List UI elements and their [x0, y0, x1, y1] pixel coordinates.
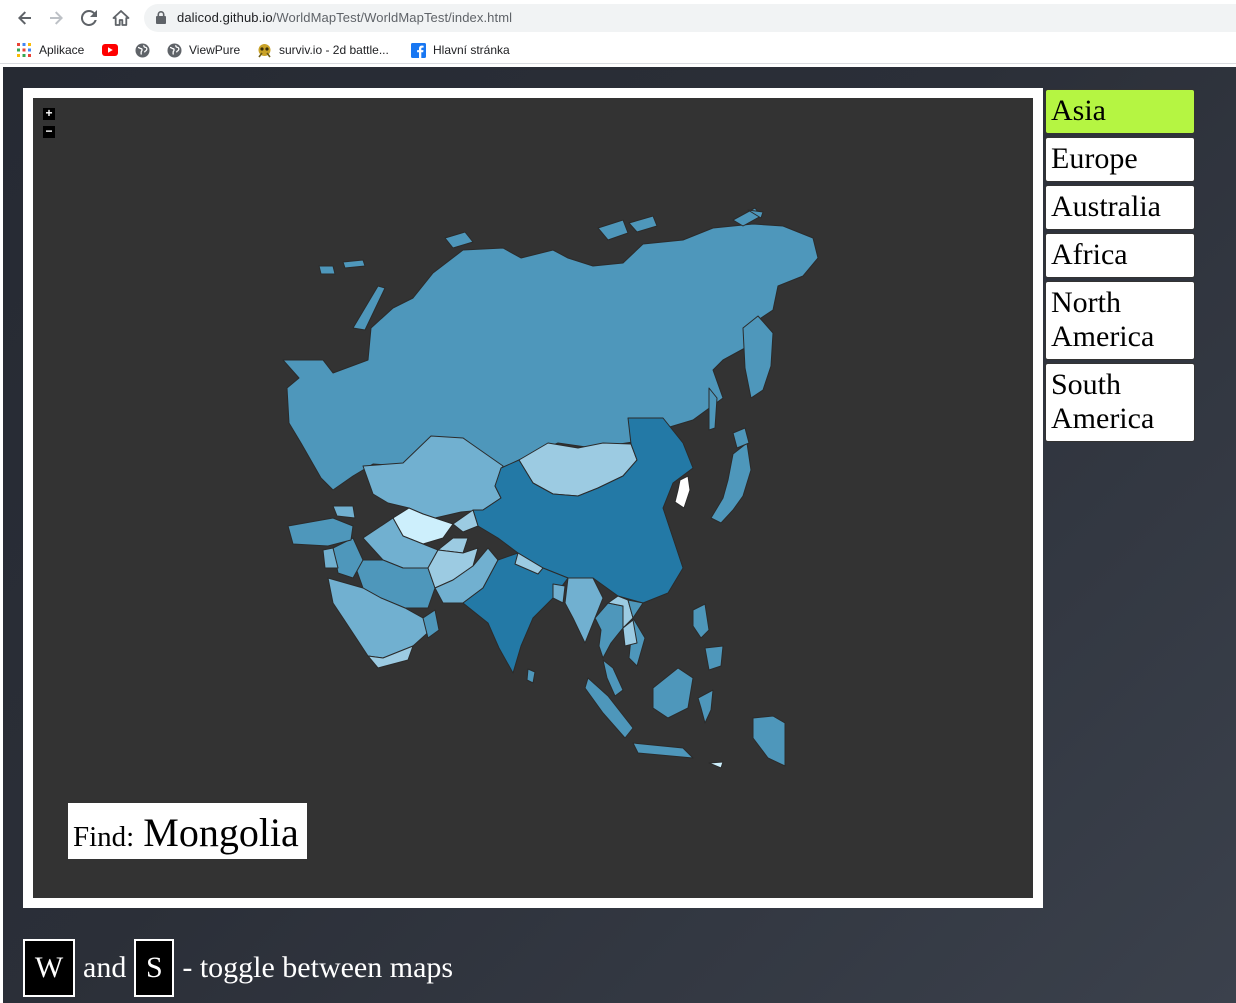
bookmark-viewpure[interactable]: ViewPure [166, 40, 240, 60]
find-label: Find: [73, 821, 135, 853]
country-indonesia-java[interactable] [632, 742, 694, 759]
country-thailand[interactable] [594, 602, 624, 659]
country-russia-island[interactable] [444, 231, 474, 249]
country-japan-hokkaido[interactable] [732, 427, 750, 449]
country-philippines[interactable] [692, 603, 710, 639]
zoom-out-button[interactable]: − [43, 125, 55, 138]
bookmark-label: ViewPure [189, 43, 241, 57]
country-kyrgyzstan[interactable] [452, 509, 479, 533]
surviv-icon [256, 42, 272, 58]
country-russia-kamchatka[interactable] [742, 315, 774, 399]
country-oman[interactable] [422, 609, 440, 639]
globe-icon [134, 42, 150, 58]
continent-button-asia[interactable]: Asia [1045, 89, 1195, 134]
key-s: S [134, 939, 175, 997]
country-philippines-south[interactable] [704, 645, 724, 671]
country-myanmar[interactable] [564, 577, 604, 644]
country-syria[interactable] [322, 547, 339, 569]
country-nepal[interactable] [514, 552, 544, 575]
bookmark-youtube[interactable] [102, 40, 125, 60]
country-russia-island[interactable] [352, 285, 386, 331]
page-background: + − Find: Mongolia Asia Europe Australia… [3, 67, 1236, 1003]
country-sulawesi[interactable] [697, 689, 714, 724]
country-bangladesh[interactable] [552, 583, 566, 604]
url-path: /WorldMapTest/WorldMapTest/index.html [272, 10, 513, 25]
continent-button-south-america[interactable]: South America [1045, 363, 1195, 442]
facebook-icon [410, 42, 426, 58]
address-bar[interactable]: dalicod.github.io/WorldMapTest/WorldMapT… [144, 4, 1236, 32]
country-cambodia[interactable] [622, 619, 638, 647]
country-indonesia-sumatra[interactable] [584, 677, 634, 739]
home-icon[interactable] [109, 6, 133, 30]
globe-icon [166, 42, 182, 58]
lock-icon [156, 11, 166, 29]
country-malaysia[interactable] [602, 659, 624, 697]
key-w: W [23, 939, 75, 997]
bookmark-globe[interactable] [134, 40, 157, 60]
url-text: dalicod.github.io/WorldMapTest/WorldMapT… [177, 10, 512, 25]
map-frame: + − Find: Mongolia [23, 88, 1043, 908]
continent-selector: Asia Europe Australia Africa North Ameri… [1045, 89, 1195, 445]
country-russia-island[interactable] [597, 219, 629, 241]
zoom-in-button[interactable]: + [43, 107, 55, 120]
country-russia-island[interactable] [318, 265, 336, 275]
country-japan[interactable] [710, 442, 752, 524]
country-timor[interactable] [708, 761, 724, 769]
bookmark-surviv[interactable]: surviv.io - 2d battle... [256, 40, 389, 60]
hint-and-text: and [83, 951, 127, 984]
back-arrow-icon[interactable] [13, 6, 37, 30]
country-yemen[interactable] [367, 645, 414, 669]
bookmark-label: surviv.io - 2d battle... [279, 43, 389, 57]
country-new-guinea[interactable] [752, 715, 786, 767]
find-prompt: Find: Mongolia [68, 803, 307, 859]
keyboard-hint: W and S - toggle between maps [23, 938, 453, 998]
continent-button-europe[interactable]: Europe [1045, 137, 1195, 182]
country-sri-lanka[interactable] [526, 668, 536, 684]
country-korea-highlight[interactable] [674, 475, 691, 509]
continent-button-australia[interactable]: Australia [1045, 185, 1195, 230]
asia-map[interactable] [33, 98, 1033, 898]
country-russia-island[interactable] [342, 259, 366, 269]
hint-description: - toggle between maps [182, 951, 454, 984]
continent-button-north-america[interactable]: North America [1045, 281, 1195, 360]
country-turkey[interactable] [287, 517, 354, 547]
bookmark-apps[interactable]: Aplikace [16, 40, 84, 60]
country-borneo[interactable] [652, 667, 694, 719]
bookmarks-bar: Aplikace ViewPure surviv.io - 2d battle.… [0, 36, 1236, 64]
continent-button-africa[interactable]: Africa [1045, 233, 1195, 278]
bookmark-label: Hlavní stránka [433, 43, 510, 57]
url-host: dalicod.github.io [177, 10, 273, 25]
country-georgia[interactable] [332, 505, 356, 519]
reload-icon[interactable] [77, 6, 101, 30]
forward-arrow-icon[interactable] [44, 6, 68, 30]
bookmark-facebook[interactable]: Hlavní stránka [410, 40, 510, 60]
youtube-icon [102, 42, 118, 58]
bookmark-label: Aplikace [39, 43, 85, 57]
country-saudi-arabia[interactable] [327, 577, 434, 659]
country-russia-island[interactable] [747, 209, 764, 219]
map-canvas[interactable]: + − Find: Mongolia [33, 98, 1033, 898]
country-russia-island[interactable] [628, 215, 658, 233]
apps-grid-icon [16, 42, 32, 58]
browser-toolbar: dalicod.github.io/WorldMapTest/WorldMapT… [0, 0, 1236, 36]
country-sakhalin[interactable] [708, 387, 718, 431]
find-country-name: Mongolia [143, 810, 299, 855]
